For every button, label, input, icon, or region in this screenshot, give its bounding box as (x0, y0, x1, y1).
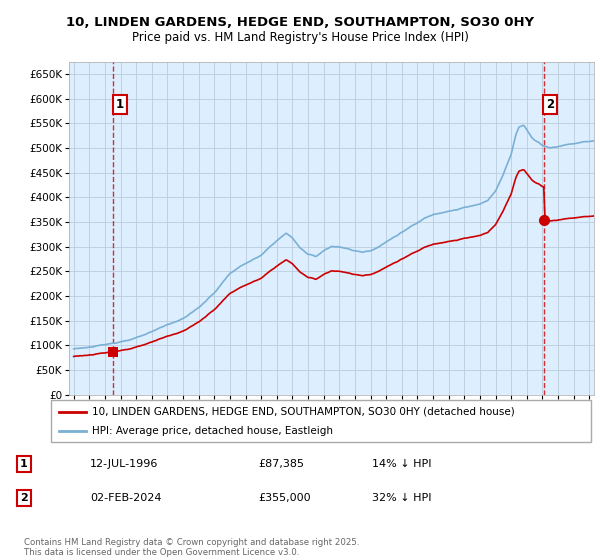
Text: 02-FEB-2024: 02-FEB-2024 (90, 493, 161, 503)
FancyBboxPatch shape (51, 400, 591, 442)
Text: 12-JUL-1996: 12-JUL-1996 (90, 459, 158, 469)
Text: 14% ↓ HPI: 14% ↓ HPI (372, 459, 431, 469)
Text: 1: 1 (20, 459, 28, 469)
Text: 2: 2 (546, 99, 554, 111)
Text: £87,385: £87,385 (258, 459, 304, 469)
Text: 10, LINDEN GARDENS, HEDGE END, SOUTHAMPTON, SO30 0HY (detached house): 10, LINDEN GARDENS, HEDGE END, SOUTHAMPT… (91, 407, 514, 417)
Text: 2: 2 (20, 493, 28, 503)
Text: £355,000: £355,000 (258, 493, 311, 503)
Text: 10, LINDEN GARDENS, HEDGE END, SOUTHAMPTON, SO30 0HY: 10, LINDEN GARDENS, HEDGE END, SOUTHAMPT… (66, 16, 534, 29)
Text: 32% ↓ HPI: 32% ↓ HPI (372, 493, 431, 503)
Text: Price paid vs. HM Land Registry's House Price Index (HPI): Price paid vs. HM Land Registry's House … (131, 31, 469, 44)
Text: 1: 1 (116, 99, 124, 111)
Text: Contains HM Land Registry data © Crown copyright and database right 2025.
This d: Contains HM Land Registry data © Crown c… (24, 538, 359, 557)
Text: HPI: Average price, detached house, Eastleigh: HPI: Average price, detached house, East… (91, 426, 332, 436)
